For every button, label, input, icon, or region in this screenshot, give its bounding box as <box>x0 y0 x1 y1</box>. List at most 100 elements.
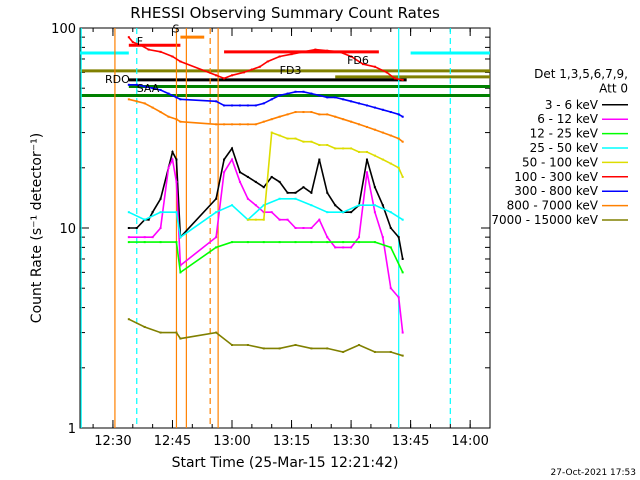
data-point <box>215 74 218 77</box>
data-point <box>314 48 317 51</box>
data-point <box>127 241 130 244</box>
data-point <box>342 98 345 101</box>
series-line <box>128 84 404 118</box>
data-point <box>179 236 182 239</box>
data-point <box>254 123 257 126</box>
data-point <box>175 211 178 214</box>
data-point <box>310 241 313 244</box>
data-point <box>215 197 218 200</box>
data-point <box>231 74 234 77</box>
data-point <box>350 246 353 249</box>
data-point <box>358 102 361 105</box>
data-point <box>215 100 218 103</box>
y-tick-label: 100 <box>51 22 76 37</box>
data-point <box>373 241 376 244</box>
data-point <box>151 106 154 109</box>
flag-label: SAA <box>137 82 160 95</box>
data-point <box>334 246 337 249</box>
data-point <box>286 218 289 221</box>
data-point <box>223 158 226 161</box>
data-point <box>143 241 146 244</box>
data-point <box>139 44 142 47</box>
data-point <box>270 211 273 214</box>
data-point <box>326 49 329 52</box>
y-axis-label: Count Rate (s⁻¹ detector⁻¹) <box>29 133 45 323</box>
data-point <box>242 71 245 74</box>
data-point <box>278 134 281 137</box>
data-point <box>294 191 297 194</box>
data-point <box>143 218 146 221</box>
data-point <box>143 325 146 328</box>
data-point <box>258 65 261 68</box>
data-point <box>350 211 353 214</box>
series-line <box>128 98 404 143</box>
data-point <box>397 113 400 116</box>
series-line <box>128 198 404 239</box>
data-point <box>147 48 150 51</box>
data-point <box>254 204 257 207</box>
data-point <box>365 125 368 128</box>
data-point <box>294 241 297 244</box>
data-point <box>326 211 329 214</box>
data-point <box>151 211 154 214</box>
data-point <box>127 318 130 321</box>
data-point <box>350 120 353 123</box>
data-point <box>262 120 265 123</box>
x-tick-label: 12:30 <box>94 434 131 449</box>
data-point <box>262 204 265 207</box>
data-point <box>262 102 265 105</box>
data-point <box>401 78 404 81</box>
data-point <box>278 180 281 183</box>
data-point <box>381 131 384 134</box>
data-point <box>286 191 289 194</box>
data-point <box>389 211 392 214</box>
data-point <box>365 150 368 153</box>
data-point <box>326 144 329 147</box>
data-point <box>373 186 376 189</box>
data-point <box>310 111 313 114</box>
data-point <box>143 85 146 88</box>
data-point <box>270 175 273 178</box>
data-point <box>278 218 281 221</box>
data-point <box>302 90 305 93</box>
data-point <box>286 92 289 95</box>
data-point <box>238 171 241 174</box>
data-point <box>223 77 226 80</box>
data-point <box>381 108 384 111</box>
data-point <box>262 241 265 244</box>
data-point <box>231 123 234 126</box>
data-point <box>338 50 341 53</box>
x-tick-label: 13:00 <box>213 434 250 449</box>
data-point <box>358 204 361 207</box>
data-point <box>389 162 392 165</box>
flag-label: RDO <box>105 73 130 86</box>
data-point <box>159 197 162 200</box>
data-point <box>127 83 130 86</box>
data-point <box>342 246 345 249</box>
data-point <box>127 98 130 101</box>
x-tick-label: 13:30 <box>332 434 369 449</box>
data-point <box>250 68 253 71</box>
data-point <box>254 180 257 183</box>
legend-header: Det 1,3,5,6,7,9, <box>534 67 628 81</box>
legend-header: Att 0 <box>599 81 628 95</box>
data-point <box>179 264 182 267</box>
data-point <box>175 96 178 99</box>
flag-label: S <box>172 22 179 35</box>
data-point <box>389 134 392 137</box>
data-point <box>278 241 281 244</box>
data-point <box>334 204 337 207</box>
data-point <box>401 354 404 357</box>
data-point <box>246 123 249 126</box>
data-point <box>159 331 162 334</box>
data-point <box>135 100 138 103</box>
data-point <box>397 166 400 169</box>
chart-title: RHESSI Observing Summary Count Rates <box>130 4 440 22</box>
data-point <box>246 175 249 178</box>
data-point <box>215 211 218 214</box>
data-point <box>373 154 376 157</box>
data-point <box>159 111 162 114</box>
data-point <box>147 218 150 221</box>
data-point <box>373 350 376 353</box>
